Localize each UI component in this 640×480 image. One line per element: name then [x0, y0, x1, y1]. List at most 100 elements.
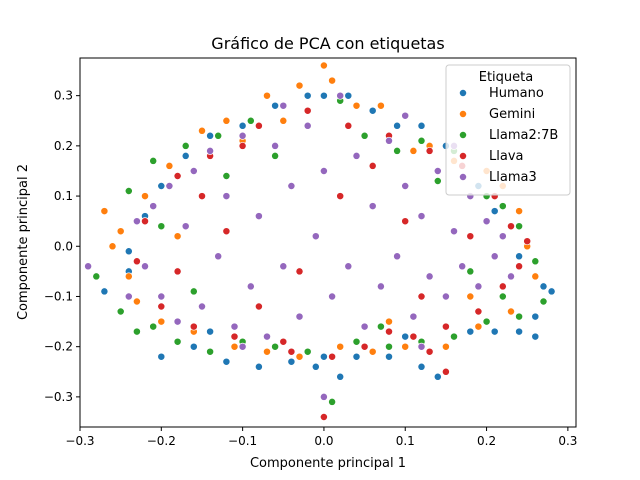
data-point [100, 207, 109, 216]
data-point [344, 121, 353, 130]
data-point [173, 172, 182, 180]
data-point [515, 312, 524, 321]
data-point [368, 202, 377, 211]
data-point [344, 262, 353, 271]
data-point [279, 262, 288, 271]
data-point [141, 217, 149, 226]
data-point [319, 413, 328, 421]
data-point [531, 272, 540, 281]
data-point [279, 337, 288, 346]
data-point [173, 232, 182, 241]
x-axis-label: Componente principal 1 [250, 456, 406, 471]
data-point [124, 187, 133, 195]
data-point [263, 347, 271, 356]
legend-label: Llama2:7B [489, 128, 558, 143]
data-point [230, 332, 239, 341]
data-point [515, 262, 524, 271]
data-point [230, 342, 239, 351]
data-point [425, 347, 434, 356]
data-point [157, 317, 166, 326]
data-point [352, 352, 361, 361]
data-point [368, 161, 377, 170]
y-tick-label: 0.0 [54, 239, 73, 253]
legend-label: Gemini [489, 107, 535, 122]
data-point [409, 146, 418, 155]
x-tick-label: 0.2 [477, 434, 496, 448]
data-point [328, 397, 337, 406]
data-point [385, 352, 393, 361]
data-point [222, 357, 231, 366]
data-point [132, 217, 141, 226]
data-point [515, 252, 524, 261]
data-point [263, 332, 271, 341]
data-point [287, 347, 296, 356]
data-point [246, 116, 255, 125]
data-point [141, 262, 149, 271]
data-point [433, 372, 442, 381]
data-point [490, 207, 499, 216]
data-point [376, 282, 385, 291]
data-point [433, 167, 442, 175]
data-point [474, 307, 483, 316]
data-point [181, 151, 190, 160]
data-point [206, 131, 215, 140]
data-point [173, 337, 182, 346]
data-point [157, 182, 166, 190]
data-point [165, 182, 174, 190]
data-point [498, 202, 507, 211]
data-point [385, 342, 393, 351]
data-point [157, 352, 166, 361]
data-point [360, 342, 369, 351]
x-axis: −0.3 −0.2 −0.1 0.0 0.1 0.2 0.3 [65, 427, 577, 448]
data-point [271, 141, 280, 150]
data-point [450, 332, 458, 341]
data-point [425, 272, 434, 281]
y-tick-label: 0.2 [54, 139, 73, 153]
data-point [336, 372, 345, 381]
data-point [254, 121, 263, 130]
data-point [149, 156, 158, 165]
data-point [466, 232, 475, 241]
data-point [523, 237, 532, 246]
data-point [401, 342, 410, 351]
data-point [336, 192, 345, 201]
y-axis: −0.3 −0.2 −0.1 0.0 0.1 0.2 0.3 [44, 89, 80, 404]
data-point [515, 222, 524, 231]
data-point [441, 292, 450, 301]
data-point [157, 222, 166, 231]
data-point [401, 332, 410, 341]
legend-marker [459, 110, 467, 118]
legend-label: Llava [489, 149, 523, 164]
data-point [450, 227, 458, 236]
data-point [238, 121, 247, 130]
data-point [368, 347, 377, 356]
data-point [507, 307, 515, 316]
data-point [157, 302, 166, 311]
data-point [149, 322, 158, 331]
data-point [254, 302, 263, 311]
data-point [222, 172, 231, 180]
data-point [222, 116, 231, 125]
x-tick-label: −0.2 [147, 434, 176, 448]
data-point [254, 212, 263, 221]
data-point [417, 362, 426, 371]
legend-label: Humano [489, 86, 544, 101]
legend-title: Etiqueta [479, 70, 533, 85]
data-point [238, 342, 247, 351]
legend-marker [459, 131, 467, 139]
data-point [295, 312, 304, 321]
data-point [149, 202, 158, 211]
data-point [181, 222, 190, 231]
data-point [319, 91, 328, 100]
data-point [539, 297, 548, 306]
data-point [441, 342, 450, 351]
data-point [157, 292, 166, 301]
data-point [466, 327, 475, 336]
data-point [507, 222, 515, 231]
data-point [433, 177, 442, 185]
data-point [206, 327, 215, 336]
x-tick-label: 0.0 [314, 434, 333, 448]
data-point [116, 227, 125, 236]
